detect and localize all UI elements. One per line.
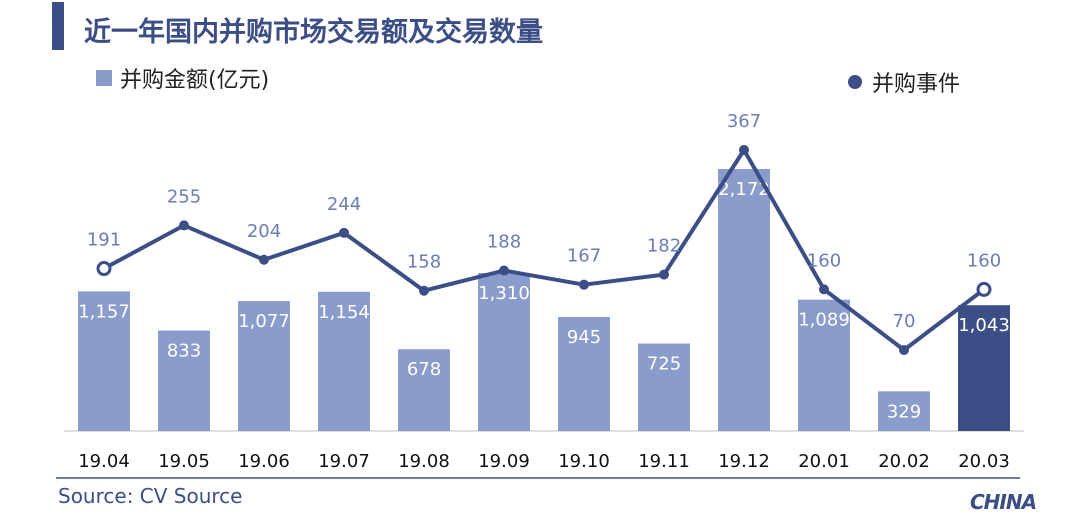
line-point-20.03 [976,281,992,297]
bar-20.01 [798,299,850,431]
title-accent-bar [52,2,64,50]
bar-19.12 [718,169,770,431]
line-label-19.07: 244 [327,194,361,215]
line-point-20.01 [819,284,829,295]
line-label-20.01: 160 [807,250,841,271]
line-label-19.04: 191 [87,230,121,251]
chart-title: 近一年国内并购市场交易额及交易数量 [84,17,543,48]
legend-bar-swatch [96,70,112,86]
line-label-19.05: 255 [167,186,201,207]
bar-19.08 [398,349,450,431]
line-series-path [103,148,986,352]
line-point-19.08 [419,285,429,296]
x-tick-label-20.02: 20.02 [878,451,930,472]
legend-line-series: 并购事件 [848,66,960,98]
bar-20.02 [878,391,930,431]
line-point-19.11 [659,269,669,280]
bar-label-19.04: 1,157 [78,301,130,322]
line-point-19.09 [499,265,509,276]
bar-19.04 [78,291,130,431]
bar-label-19.11: 725 [647,354,681,375]
line-label-19.06: 204 [247,221,281,242]
bar-label-20.03: 1,043 [958,315,1010,336]
bar-label-20.01: 1,089 [798,310,850,331]
legend-bar-series: 并购金额(亿元) [96,62,269,94]
bar-19.06 [238,301,290,431]
legend-line-swatch [848,75,862,89]
legend-bar-label: 并购金额(亿元) [120,68,270,93]
bar-label-19.05: 833 [167,341,201,362]
line-label-19.10: 167 [567,246,601,267]
x-tick-label-20.03: 20.03 [958,451,1010,472]
line-label-20.03: 160 [967,250,1001,271]
bar-label-19.07: 1,154 [318,302,370,323]
x-tick-label-19.09: 19.09 [478,451,530,472]
line-point-19.04 [96,261,112,277]
x-tick-label-19.11: 19.11 [638,451,690,472]
line-point-20.02 [899,345,909,355]
x-tick-label-20.01: 20.01 [798,451,850,472]
brand-logo: CHINA [970,490,1037,514]
x-tick-label-19.06: 19.06 [238,451,290,472]
line-point-19.06 [259,254,269,265]
line-label-19.12: 367 [727,111,761,132]
x-tick-label-19.05: 19.05 [158,451,210,472]
bar-20.03 [958,305,1010,431]
x-tick-label-19.08: 19.08 [398,451,450,472]
x-tick-label-19.10: 19.10 [558,451,610,472]
line-point-19.05 [179,220,189,231]
x-tick-label-19.07: 19.07 [318,451,370,472]
bar-19.05 [158,330,210,431]
bar-label-20.02: 329 [887,401,921,422]
bar-19.11 [638,343,690,431]
bar-label-19.12: 2,172 [718,179,770,200]
line-label-19.11: 182 [647,236,681,257]
legend-line-label: 并购事件 [872,72,961,97]
bar-label-19.08: 678 [407,359,441,380]
source-note: Source: CV Source [58,484,243,508]
bar-label-19.10: 945 [567,327,601,348]
line-point-19.10 [579,279,589,290]
bar-19.09 [478,272,530,431]
line-point-19.12 [739,145,749,155]
x-tick-label-19.04: 19.04 [78,451,130,472]
bar-label-19.09: 1,310 [478,283,530,304]
bar-19.10 [558,317,610,431]
line-label-20.02: 70 [893,311,916,332]
line-label-19.08: 158 [407,252,441,273]
line-label-19.09: 188 [487,232,521,253]
bar-19.07 [318,291,370,431]
bar-label-19.06: 1,077 [238,311,290,332]
x-tick-label-19.12: 19.12 [718,451,770,472]
line-point-19.07 [339,227,349,238]
